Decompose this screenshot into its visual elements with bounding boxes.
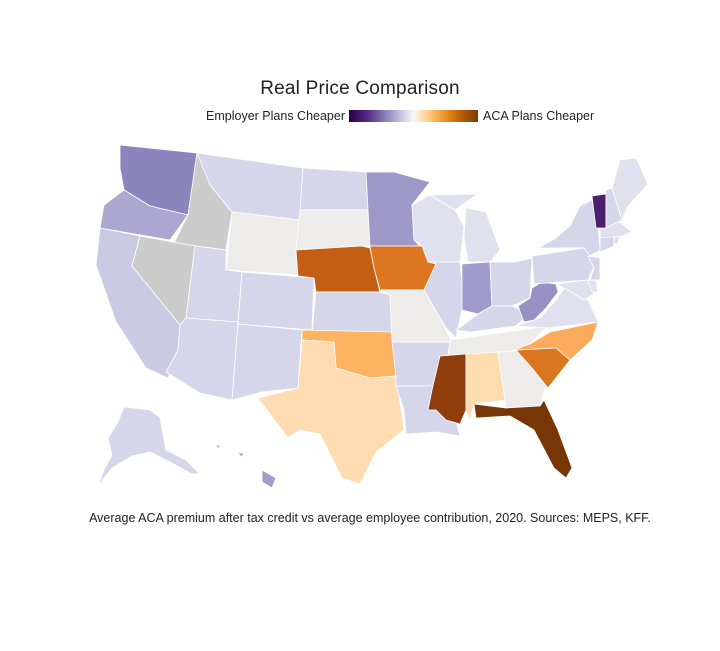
map-caption: Average ACA premium after tax credit vs … xyxy=(89,511,651,525)
legend-right-label: ACA Plans Cheaper xyxy=(483,109,595,123)
state-new-york[interactable] xyxy=(537,199,601,257)
us-states-map xyxy=(95,144,649,489)
state-hawaii[interactable] xyxy=(215,443,277,489)
state-indiana[interactable] xyxy=(461,261,493,315)
state-south-dakota[interactable] xyxy=(295,209,371,251)
state-west-virginia[interactable] xyxy=(517,281,559,323)
state-north-dakota[interactable] xyxy=(299,167,369,211)
state-alaska[interactable] xyxy=(97,406,201,487)
color-legend: Employer Plans Cheaper ACA Plans Cheaper xyxy=(0,108,720,124)
state-maine[interactable] xyxy=(611,157,649,221)
state-new-mexico[interactable] xyxy=(231,323,303,401)
legend-left-label: Employer Plans Cheaper xyxy=(206,109,345,123)
state-wyoming[interactable] xyxy=(225,211,301,276)
state-pennsylvania[interactable] xyxy=(531,247,597,285)
state-colorado[interactable] xyxy=(237,271,315,331)
state-new-jersey[interactable] xyxy=(587,255,601,281)
state-florida[interactable] xyxy=(473,399,573,479)
state-north-carolina[interactable] xyxy=(507,321,599,361)
state-texas[interactable] xyxy=(257,339,405,485)
state-maryland[interactable] xyxy=(555,279,595,301)
legend-color-scale xyxy=(349,110,478,122)
state-kansas[interactable] xyxy=(311,291,393,333)
state-oregon[interactable] xyxy=(99,189,189,241)
state-ohio[interactable] xyxy=(489,257,533,307)
map-title: Real Price Comparison xyxy=(260,78,460,99)
state-illinois[interactable] xyxy=(423,261,465,339)
